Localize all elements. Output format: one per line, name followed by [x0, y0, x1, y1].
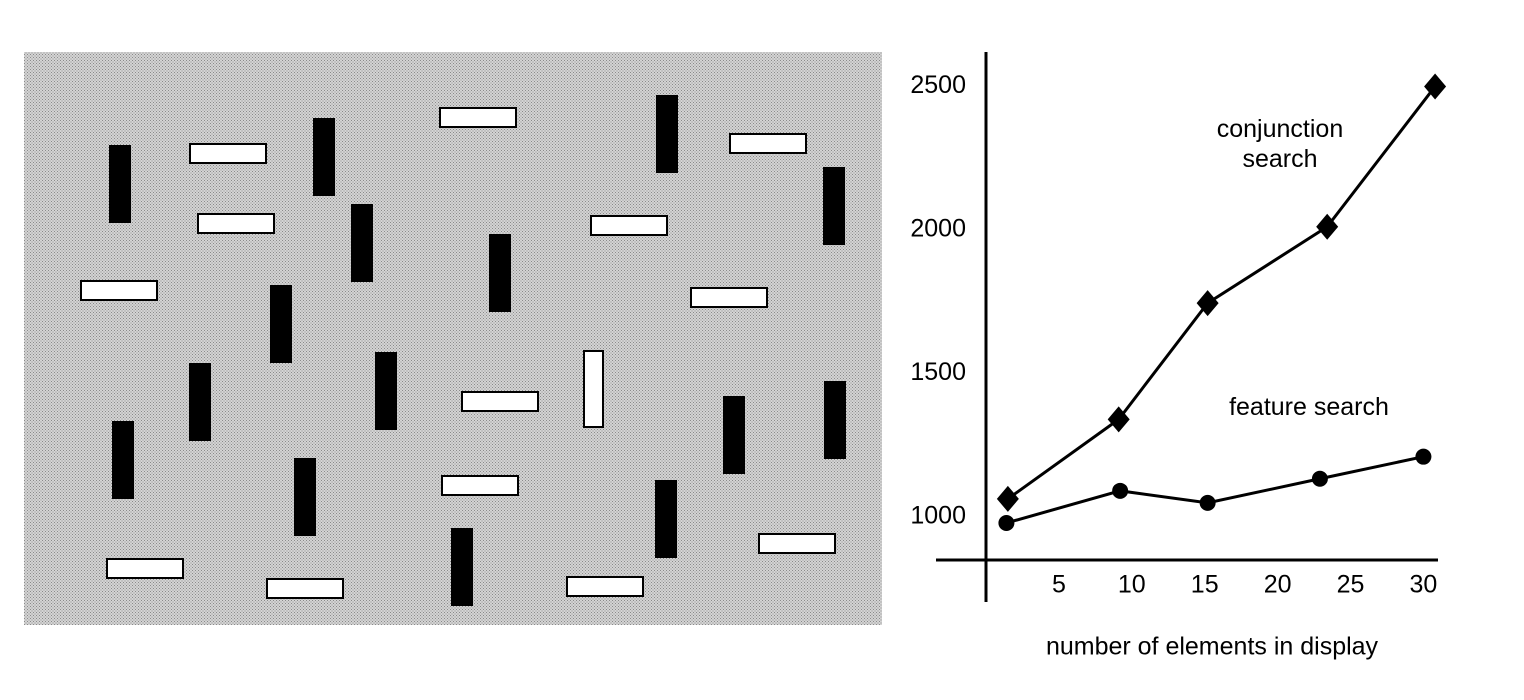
marker: [998, 514, 1015, 531]
black-bar: [489, 234, 511, 312]
black-bar: [375, 352, 397, 430]
y-tick-label: 2000: [910, 215, 966, 243]
white-bar: [106, 558, 184, 579]
y-tick-label: 1000: [910, 502, 966, 530]
x-tick-label: 10: [1118, 571, 1146, 599]
x-tick-label: 30: [1410, 571, 1438, 599]
white-bar: [189, 143, 267, 164]
white-bar: [80, 280, 158, 301]
marker: [1424, 73, 1447, 100]
x-tick-label: 15: [1191, 571, 1219, 599]
black-bar: [294, 458, 316, 536]
white-bar: [266, 578, 344, 599]
white-bar: [729, 133, 807, 154]
marker: [1199, 494, 1216, 511]
marker: [1311, 470, 1328, 487]
marker: [1107, 406, 1130, 433]
stimulus: [80, 95, 846, 606]
series-label: feature search: [1229, 393, 1389, 421]
marker: [1112, 482, 1129, 499]
black-bar: [823, 167, 845, 245]
marker: [1196, 290, 1219, 317]
black-bar: [451, 528, 473, 606]
black-bar: [655, 480, 677, 558]
y-tick-label: 2500: [910, 71, 966, 99]
white-bar: [566, 576, 644, 597]
black-bar: [723, 396, 745, 474]
black-bar: [270, 285, 292, 363]
x-tick-label: 20: [1264, 571, 1292, 599]
white-bar: [439, 107, 517, 128]
white-vertical-bar: [583, 350, 604, 428]
y-tick-label: 1500: [910, 358, 966, 386]
marker: [996, 485, 1019, 512]
white-bar: [441, 475, 519, 496]
black-bar: [656, 95, 678, 173]
white-bar: [758, 533, 836, 554]
marker: [1316, 213, 1339, 240]
white-bar: [690, 287, 768, 308]
marker: [1415, 448, 1432, 465]
black-bar: [189, 363, 211, 441]
black-bar: [824, 381, 846, 459]
white-bar: [461, 391, 539, 412]
x-axis-label: number of elements in display: [1046, 633, 1379, 661]
x-tick-label: 5: [1052, 571, 1066, 599]
black-bar: [112, 421, 134, 499]
white-bar: [590, 215, 668, 236]
black-bar: [351, 204, 373, 282]
x-tick-label: 25: [1337, 571, 1365, 599]
white-bar: [197, 213, 275, 234]
series-line: [1006, 455, 1424, 525]
black-bar: [313, 118, 335, 196]
black-bar: [109, 145, 131, 223]
series-label: conjunction search: [1216, 115, 1344, 173]
